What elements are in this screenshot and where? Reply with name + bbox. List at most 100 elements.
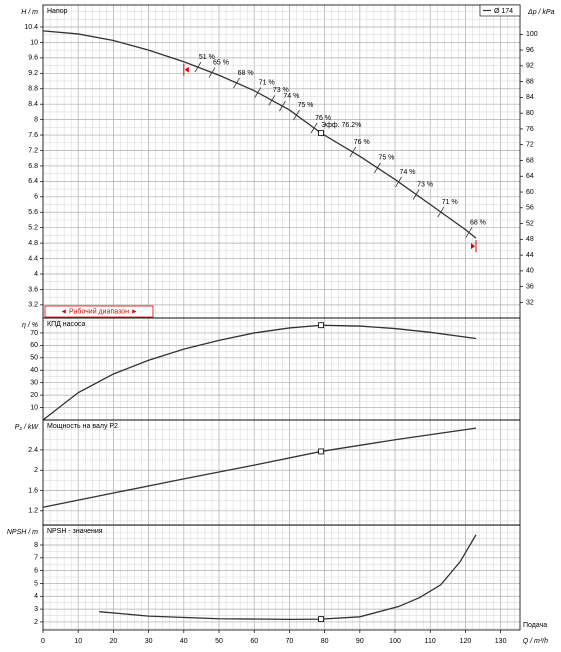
legend-label: Ø 174 <box>494 8 513 15</box>
y2-tick-label: 40 <box>526 268 534 275</box>
y-tick-label: 4 <box>34 593 38 600</box>
panel-title: Напор <box>47 8 68 15</box>
efficiency-label: 73 % <box>273 87 289 94</box>
x-tick-label: 10 <box>74 638 82 645</box>
y2-tick-label: 52 <box>526 220 534 227</box>
y2-tick-label: 100 <box>526 31 538 38</box>
efficiency-label: 73 % <box>417 181 433 188</box>
y2-axis-label: Δp / kPa <box>527 9 555 16</box>
duty-label: Эфф. 76.2% <box>321 122 361 129</box>
efficiency-tick <box>395 176 402 188</box>
y-tick-label: 9.6 <box>28 55 38 62</box>
efficiency-label: 71 % <box>259 79 275 86</box>
y-axis-label: η / % <box>22 322 38 329</box>
y2-tick-label: 64 <box>526 173 534 180</box>
range-arrow <box>184 66 189 73</box>
x-tick-label: 110 <box>425 638 436 645</box>
panel-frame <box>42 317 521 421</box>
y-tick-label: 40 <box>30 367 38 374</box>
y2-tick-label: 48 <box>526 236 534 243</box>
panel-title: Мощность на валу P2 <box>47 423 118 430</box>
y-tick-label: 5.6 <box>28 209 38 216</box>
efficiency-label: 75 % <box>378 155 394 162</box>
legend-box <box>479 4 521 17</box>
y-axis-label: P₂ / kW <box>15 424 40 431</box>
panel-frame <box>42 524 521 631</box>
x-tick-label: 90 <box>356 638 364 645</box>
y-tick-label: 4.4 <box>28 255 38 262</box>
y-tick-label: 1.6 <box>28 487 38 494</box>
efficiency-label: 51 % <box>199 54 215 61</box>
y-tick-label: 20 <box>30 392 38 399</box>
efficiency-label: 76 % <box>354 139 370 146</box>
y2-tick-label: 60 <box>526 189 534 196</box>
y2-tick-label: 56 <box>526 205 534 212</box>
panel-title: NPSH - значения <box>47 528 103 535</box>
y-tick-label: 6.8 <box>28 163 38 170</box>
x-tick-label: 20 <box>110 638 118 645</box>
y2-tick-label: 88 <box>526 78 534 85</box>
efficiency-tick <box>268 95 276 106</box>
y2-tick-label: 80 <box>526 110 534 117</box>
range-label: ◄ Рабочий диапазон ► <box>60 307 138 315</box>
efficiency-tick <box>194 61 202 73</box>
efficiency-label: 74 % <box>283 93 299 100</box>
y2-tick-label: 32 <box>526 299 534 306</box>
y-tick-label: 6 <box>34 194 38 201</box>
efficiency-tick <box>412 189 420 200</box>
y2-tick-label: 76 <box>526 126 534 133</box>
curve <box>99 534 477 621</box>
efficiency-tick <box>208 67 216 78</box>
y2-tick-label: 92 <box>526 63 534 70</box>
y-tick-label: 50 <box>30 355 38 362</box>
efficiency-label: 74 % <box>400 169 416 176</box>
y-tick-label: 8.8 <box>28 86 38 93</box>
range-box <box>44 305 154 318</box>
efficiency-tick <box>349 146 357 158</box>
duty-point <box>318 616 325 623</box>
y-tick-label: 5 <box>34 580 38 587</box>
x-tick-label: 80 <box>321 638 329 645</box>
y-tick-label: 4 <box>34 271 38 278</box>
y-tick-label: 5.2 <box>28 225 38 232</box>
x-tick-label: 30 <box>145 638 153 645</box>
efficiency-tick <box>233 77 240 89</box>
y-tick-label: 6 <box>34 567 38 574</box>
y-axis-label: NPSH / m <box>7 529 38 536</box>
y-tick-label: 8 <box>34 116 38 123</box>
y-tick-label: 3 <box>34 606 38 613</box>
x-tick-label: 0 <box>41 638 45 645</box>
efficiency-label: 71 % <box>442 199 458 206</box>
y-tick-label: 7 <box>34 555 38 562</box>
y-tick-label: 30 <box>30 380 38 387</box>
y2-tick-label: 36 <box>526 283 534 290</box>
curve <box>42 30 477 239</box>
panel-frame <box>42 419 521 526</box>
efficiency-label: 68 % <box>238 70 254 77</box>
x-tick-label: 50 <box>215 638 223 645</box>
efficiency-tick <box>310 122 318 134</box>
efficiency-tick <box>279 100 286 112</box>
panel-title: КПД насоса <box>47 321 86 328</box>
y2-tick-label: 68 <box>526 157 534 164</box>
y-tick-label: 7.6 <box>28 132 38 139</box>
efficiency-label: 65 % <box>213 59 229 66</box>
duty-point <box>318 322 325 329</box>
y-tick-label: 9.2 <box>28 70 38 77</box>
efficiency-tick <box>374 162 381 174</box>
y-tick-label: 10 <box>30 404 38 411</box>
x-tick-label: 60 <box>250 638 258 645</box>
y-tick-label: 3.6 <box>28 286 38 293</box>
efficiency-tick <box>254 87 262 98</box>
efficiency-label: 68 % <box>470 219 486 226</box>
curve <box>42 427 477 508</box>
curve <box>42 324 477 421</box>
y-tick-label: 2 <box>34 619 38 626</box>
y-axis-label: H / m <box>21 9 38 16</box>
x-tick-label: 70 <box>286 638 294 645</box>
y-tick-label: 7.2 <box>28 147 38 154</box>
y-tick-label: 2.4 <box>28 447 38 454</box>
duty-point <box>318 130 325 137</box>
y-tick-label: 8 <box>34 542 38 549</box>
